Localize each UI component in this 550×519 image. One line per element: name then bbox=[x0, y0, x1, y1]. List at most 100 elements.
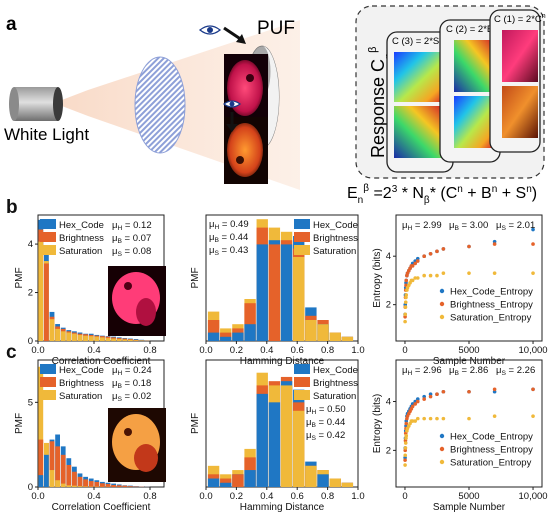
data-point bbox=[403, 312, 408, 317]
bar bbox=[293, 410, 305, 487]
bar bbox=[49, 319, 55, 341]
stat-label: μH = 0.24 bbox=[112, 365, 152, 377]
data-point bbox=[410, 264, 415, 268]
bar bbox=[293, 257, 305, 341]
legend-label: Saturation bbox=[59, 391, 102, 402]
data-point bbox=[410, 278, 415, 283]
data-point bbox=[531, 227, 535, 232]
bar bbox=[256, 393, 268, 487]
data-point bbox=[404, 421, 409, 426]
data-point bbox=[413, 419, 418, 423]
bar bbox=[60, 454, 66, 487]
data-point bbox=[428, 273, 433, 278]
data-point bbox=[415, 416, 420, 421]
bar bbox=[66, 464, 72, 487]
data-point bbox=[403, 305, 408, 309]
stat-label: μB = 0.44 bbox=[209, 232, 248, 244]
stat-label: μS = 0.42 bbox=[306, 430, 345, 442]
x-tick-label: 0.8 bbox=[321, 345, 334, 356]
x-tick-label: 0.4 bbox=[260, 345, 273, 356]
bar bbox=[329, 478, 341, 487]
data-point bbox=[410, 419, 415, 423]
bar bbox=[88, 336, 94, 341]
bar bbox=[94, 481, 100, 487]
bar bbox=[105, 338, 111, 341]
stat-label: μH = 0.49 bbox=[209, 219, 249, 231]
y-tick-label: 2 bbox=[28, 288, 33, 299]
data-point bbox=[467, 389, 471, 394]
bar bbox=[38, 439, 44, 487]
x-tick-label: 0.4 bbox=[260, 491, 273, 502]
y-axis-label: PMF bbox=[190, 413, 201, 434]
legend-label: Saturation bbox=[313, 246, 356, 257]
bar bbox=[280, 385, 293, 487]
bar bbox=[49, 441, 55, 487]
light-source-icon bbox=[9, 87, 63, 121]
y-axis-label: PMF bbox=[14, 413, 25, 434]
charts-area: b 0.0 0.4 0.8 0 2 4 Correlation Coefficient PMF H… bbox=[6, 197, 548, 513]
x-tick-label: 0.8 bbox=[143, 491, 156, 502]
y-tick-label: 4 bbox=[386, 397, 391, 408]
legend-swatch bbox=[294, 377, 310, 387]
data-point bbox=[428, 251, 433, 256]
data-point bbox=[441, 389, 446, 394]
y-tick-label: 4 bbox=[386, 251, 391, 262]
stat-label: μB = 0.07 bbox=[112, 233, 151, 245]
data-point bbox=[404, 278, 409, 283]
x-tick-label: 0.4 bbox=[87, 491, 100, 502]
bar bbox=[232, 332, 244, 341]
x-tick-label: 1.0 bbox=[351, 345, 364, 356]
legend-label: Hex_Code_Entropy bbox=[450, 432, 533, 443]
chart-c3: 0 5000 10,000 2 4 Sample Number Entropy (bits)… bbox=[372, 359, 548, 513]
bar bbox=[77, 334, 83, 341]
y-tick-label: 0 bbox=[28, 336, 33, 347]
stat-label: μH = 2.96 bbox=[402, 365, 442, 377]
chart-b3: 0 5000 10,000 2 4 Sample Number Entropy (bits)… bbox=[372, 214, 548, 367]
heatmap-image bbox=[502, 30, 538, 82]
bar bbox=[105, 483, 111, 487]
bar bbox=[38, 366, 44, 487]
legend-label: Brightness_Entropy bbox=[450, 300, 533, 311]
x-axis-label: Sample Number bbox=[433, 502, 506, 513]
data-point bbox=[403, 300, 408, 305]
data-point bbox=[531, 242, 535, 246]
x-tick-label: 5000 bbox=[458, 491, 479, 502]
legend-swatch bbox=[40, 364, 56, 374]
stat-label: μS = 0.43 bbox=[209, 245, 248, 257]
heatmap-image bbox=[394, 52, 446, 102]
bar bbox=[60, 483, 66, 487]
chart-b2: 0.0 0.2 0.4 0.6 0.8 1.0 Hamming Distance PMF Hex… bbox=[190, 214, 365, 367]
data-point bbox=[422, 273, 426, 278]
legend-marker bbox=[439, 446, 445, 452]
eye-icon bbox=[198, 25, 222, 35]
bar bbox=[305, 320, 317, 341]
bar bbox=[317, 324, 329, 341]
legend-swatch bbox=[40, 245, 56, 255]
stat-label: μS = 0.08 bbox=[112, 246, 151, 258]
legend-label: Brightness bbox=[313, 378, 358, 389]
y-axis-label: PMF bbox=[14, 267, 25, 288]
bar bbox=[77, 476, 83, 487]
data-point bbox=[531, 387, 535, 392]
x-axis-label: Sample Number bbox=[433, 356, 506, 367]
bar bbox=[77, 486, 83, 487]
bar bbox=[83, 479, 88, 487]
bar bbox=[305, 465, 317, 487]
bar bbox=[72, 485, 77, 487]
panel-label-a: a bbox=[6, 14, 17, 35]
x-tick-label: 0.6 bbox=[291, 491, 304, 502]
x-tick-label: 0.0 bbox=[31, 491, 44, 502]
legend-label: Brightness_Entropy bbox=[450, 445, 533, 456]
x-axis-label: Correlation Coefficient bbox=[52, 502, 151, 513]
x-tick-label: 0.8 bbox=[143, 345, 156, 356]
data-point bbox=[413, 261, 418, 266]
y-axis-label: Entropy (bits) bbox=[372, 394, 383, 453]
stat-label: μS = 2.26 bbox=[496, 365, 535, 377]
data-point bbox=[422, 416, 426, 421]
data-point bbox=[413, 276, 418, 280]
heatmap-image bbox=[394, 106, 446, 158]
legend-label: Hex_Code bbox=[59, 365, 104, 376]
arrow-icon bbox=[223, 26, 246, 44]
legend-marker bbox=[439, 459, 445, 465]
